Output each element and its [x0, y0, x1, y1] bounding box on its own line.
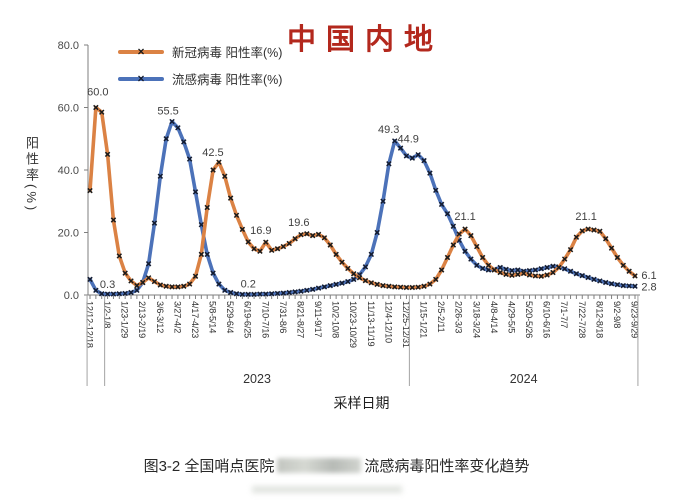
plot-area: 0.0 20.0 40.0 60.0 80.0 12/12-12/18 1/2-1/8 1/2…: [58, 40, 657, 411]
x-tick-label: 7/1-7/7: [559, 301, 569, 328]
x-tick-label: 9/11-9/17: [313, 301, 323, 337]
x-tick-label: 12/4-12/10: [383, 301, 393, 343]
x-tick-label: 4/17-4/23: [190, 301, 200, 338]
data-label: 0.2: [241, 278, 256, 290]
covid-series-markers: [87, 104, 638, 291]
x-tick-label: 4/8-4/14: [489, 301, 499, 333]
data-label: 60.0: [87, 87, 108, 99]
data-label: 21.1: [575, 211, 596, 223]
x-tick-label: 5/8-5/14: [208, 301, 218, 333]
x-tick-label: 9/2-9/8: [612, 301, 622, 328]
flu-series-markers: [87, 118, 638, 298]
x-tick-label: 7/22-7/28: [577, 301, 587, 338]
x-tick-label: 6/10-6/16: [542, 301, 552, 338]
x-tick-label: 7/31-8/6: [278, 301, 288, 333]
data-label: 44.9: [397, 134, 418, 146]
x-tick-label: 6/19-6/25: [243, 301, 253, 338]
x-marker-icon: ×: [137, 71, 145, 86]
flu-line-swatch: ×: [118, 72, 164, 84]
year-label: 2024: [510, 372, 538, 386]
caption-redacted-blur: [277, 458, 362, 473]
x-axis-title: 采样日期: [334, 395, 390, 411]
y-tick-label: 0.0: [64, 290, 79, 302]
x-tick-label: 12/12-12/18: [85, 301, 95, 348]
legend-item-covid: × 新冠病毒 阳性率(%): [118, 38, 282, 65]
year-label: 2023: [243, 372, 271, 386]
legend-item-flu: × 流感病毒 阳性率(%): [118, 65, 282, 92]
data-label: 55.5: [157, 106, 178, 118]
x-tick-label: 2/26-3/3: [454, 301, 464, 333]
legend-label-covid: 新冠病毒 阳性率(%): [172, 46, 283, 60]
x-tick-label: 5/20-5/26: [524, 301, 534, 338]
x-tick-label: 8/21-8/27: [295, 301, 305, 338]
data-label: 21.1: [454, 211, 475, 223]
flu-series-line: [88, 119, 637, 297]
y-tick-label: 80.0: [58, 40, 79, 52]
chart-title: 中国内地: [287, 24, 444, 56]
x-tick-label: 1/23-1/29: [120, 301, 130, 338]
axes: [84, 44, 640, 299]
x-tick-label: 2/5-2/11: [436, 301, 446, 333]
x-tick-label: 11/13-11/19: [366, 301, 376, 347]
x-tick-label: 3/27-4/2: [172, 301, 182, 333]
x-marker-icon: ×: [137, 44, 145, 59]
data-label: 42.5: [202, 147, 223, 159]
data-label: 49.3: [378, 124, 399, 136]
legend-label-flu: 流感病毒 阳性率(%): [172, 73, 283, 87]
data-label: 6.1: [641, 270, 656, 282]
caption-smudge: [252, 486, 402, 493]
data-label: 2.8: [641, 281, 656, 293]
x-tick-label: 4/29-5/5: [506, 301, 516, 333]
y-tick-label: 40.0: [58, 165, 79, 177]
x-tick-label: 10/23-10/29: [348, 301, 358, 348]
x-tick-label: 12/25-12/31: [401, 301, 411, 348]
x-tick-label: 9/23-9/29: [630, 301, 640, 338]
data-label: 0.3: [100, 279, 115, 291]
legend: × 新冠病毒 阳性率(%) × 流感病毒 阳性率(%): [118, 38, 282, 92]
covid-series-line: [88, 105, 637, 290]
x-tick-label: 10/2-10/8: [331, 301, 341, 338]
x-tick-label: 1/2-1/8: [102, 301, 112, 328]
y-axis-title: 阳性率(%): [24, 136, 39, 214]
x-tick-label: 5/29-6/4: [225, 301, 235, 333]
x-tick-label: 2/13-2/19: [137, 301, 147, 338]
figure-caption: 图3-2 全国哨点医院 流感病毒阳性率变化趋势: [0, 455, 673, 476]
x-tick-label: 3/6-3/12: [155, 301, 165, 333]
y-tick-label: 20.0: [58, 228, 79, 240]
data-label: 19.6: [288, 217, 309, 229]
x-tick-label: 8/12-8/18: [594, 301, 604, 338]
covid-line-swatch: ×: [118, 45, 164, 57]
caption-prefix: 图3-2 全国哨点医院: [143, 458, 275, 475]
y-tick-label: 60.0: [58, 103, 79, 115]
caption-suffix: 流感病毒阳性率变化趋势: [364, 458, 530, 475]
x-tick-label: 7/10-7/16: [260, 301, 270, 338]
data-label: 16.9: [250, 225, 271, 237]
x-tick-label: 3/18-3/24: [471, 301, 481, 338]
x-tick-label: 1/15-1/21: [419, 301, 429, 338]
